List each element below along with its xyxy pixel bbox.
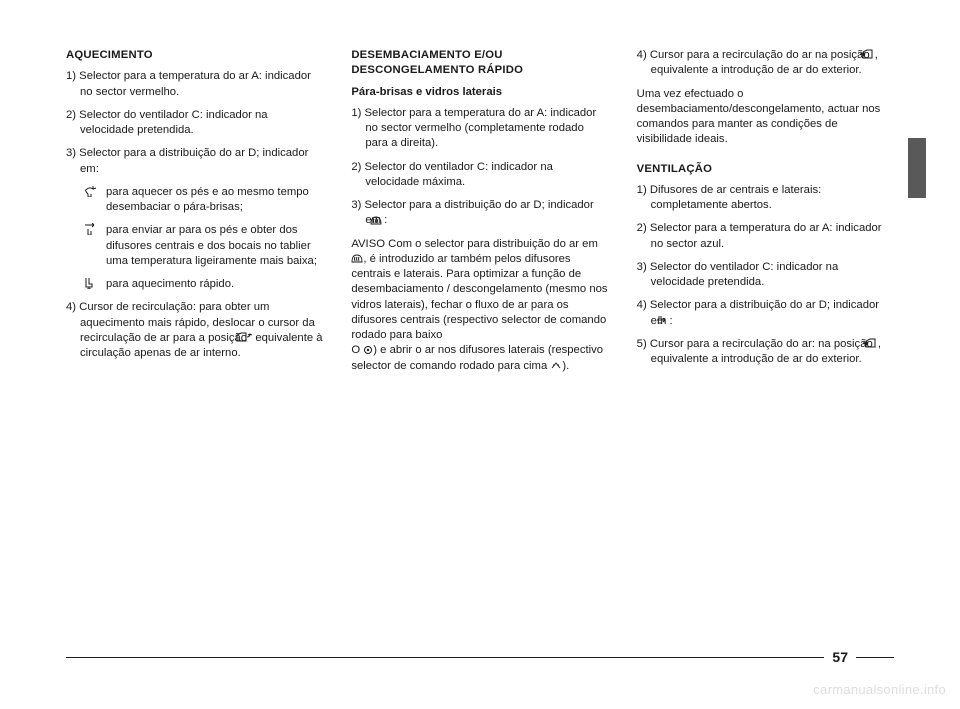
col2-item3-post: : [384, 214, 387, 226]
col2-item-2: 2) Selector do ventilador C: indicador n… [351, 160, 608, 191]
col2-item-1: 1) Selector para a temperatura do ar A: … [351, 106, 608, 152]
col2-aviso-mid: , é introduzido ar também pelos difusore… [351, 253, 607, 341]
close-vent-icon [363, 345, 373, 356]
col2-item-3: 3) Selector para a distribuição do ar D;… [351, 198, 608, 229]
column-2: DESEMBACIAMENTO E/OU DESCONGELAMENTO RÁP… [351, 48, 608, 382]
col3-itemd-post: : [670, 315, 673, 327]
col1-sub-3: para aquecimento rápido. [66, 277, 323, 292]
col1-sub-2: para enviar ar para os pés e obter dos d… [66, 223, 323, 269]
col2-aviso: AVISO Com o selector para distribuição d… [351, 237, 608, 374]
col2-aviso-pre: AVISO Com o selector para distribuição d… [351, 238, 598, 250]
col2-subheading: Pára-brisas e vidros laterais [351, 85, 608, 100]
col1-item-1: 1) Selector para a temperatura do ar A: … [66, 69, 323, 100]
col3-item4-pre: 4) Cursor para a recirculação do ar na p… [637, 49, 873, 61]
col3-v-item-1: 1) Difusores de ar centrais e laterais: … [637, 183, 894, 214]
col1-sub-1-text: para aquecer os pés e ao mesmo tempo des… [106, 185, 323, 216]
defrost-icon-2 [351, 253, 363, 264]
col3-item-4: 4) Cursor para a recirculação do ar na p… [637, 48, 894, 79]
page-footer: 57 [66, 649, 894, 665]
col2-heading: DESEMBACIAMENTO E/OU DESCONGELAMENTO RÁP… [351, 48, 608, 79]
column-1: AQUECIMENTO 1) Selector para a temperatu… [66, 48, 323, 382]
col3-para: Uma vez efectuado o desembaciamento/desc… [637, 87, 894, 148]
footer-rule-left [66, 657, 824, 658]
feet-icon [84, 277, 106, 292]
open-vent-icon [550, 360, 562, 371]
col1-item-4: 4) Cursor de recirculação: para obter um… [66, 300, 323, 361]
recirc-internal-icon [250, 332, 252, 343]
page-number: 57 [824, 649, 856, 665]
col1-sub-1: para aquecer os pés e ao mesmo tempo des… [66, 185, 323, 216]
footer-rule-right [856, 657, 894, 658]
face-feet-icon [84, 223, 106, 269]
watermark-text: carmanualsonline.info [813, 682, 946, 697]
column-3: 4) Cursor para a recirculação do ar na p… [637, 48, 894, 382]
col3-v-item-3: 3) Selector do ventilador C: indicador n… [637, 260, 894, 291]
col3-heading: VENTILAÇÃO [637, 162, 894, 177]
col3-item5-pre: 5) Cursor para a recirculação do ar: na … [637, 338, 876, 350]
col1-sub-3-text: para aquecimento rápido. [106, 277, 323, 292]
col1-heading: AQUECIMENTO [66, 48, 323, 63]
content-columns: AQUECIMENTO 1) Selector para a temperatu… [66, 48, 894, 382]
col1-item-3: 3) Selector para a distribuição do ar D;… [66, 146, 323, 177]
col2-aviso-end: ). [562, 360, 569, 372]
section-tab-marker [908, 138, 926, 198]
col3-v-item-4: 4) Selector para a distribuição do ar D;… [637, 298, 894, 329]
col2-item3-pre: 3) Selector para a distribuição do ar D;… [351, 199, 593, 226]
defrost-feet-icon [84, 185, 106, 216]
col3-v-item-5: 5) Cursor para a recirculação do ar: na … [637, 337, 894, 368]
col3-itemd-pre: 4) Selector para a distribuição do ar D;… [637, 299, 879, 326]
col1-sub-2-text: para enviar ar para os pés e obter dos d… [106, 223, 323, 269]
col2-aviso-o: O [351, 344, 363, 356]
col3-v-item-2: 2) Selector para a temperatura do ar A: … [637, 221, 894, 252]
col1-item-2: 2) Selector do ventilador C: indicador n… [66, 108, 323, 139]
